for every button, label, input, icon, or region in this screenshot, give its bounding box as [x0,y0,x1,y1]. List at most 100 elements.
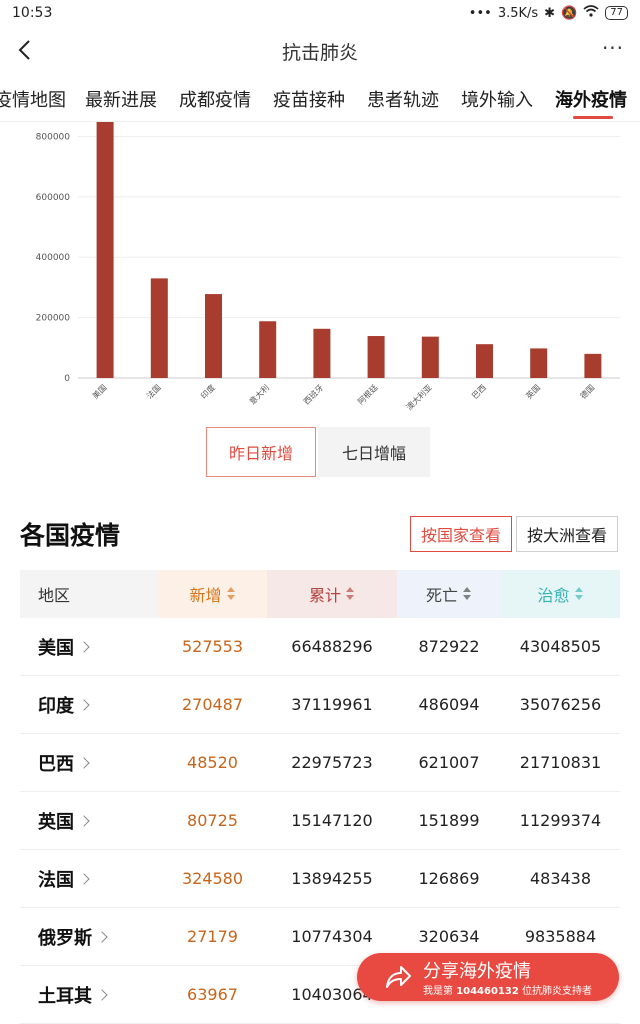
chevron-left-icon [18,40,30,60]
bar[interactable] [96,122,114,378]
row-new: 80725 [187,811,238,830]
wifi-icon [583,5,599,21]
x-tick-label: 阿根廷 [355,382,379,406]
row-death: 872922 [418,637,480,656]
tab-patient-trace[interactable]: 患者轨迹 [367,90,439,111]
header-death[interactable]: 死亡 [397,570,501,618]
dots-icon: ••• [468,5,492,21]
row-death: 621007 [418,753,480,772]
header-total-label: 累计 [308,586,341,605]
header-region-label: 地区 [38,586,71,605]
y-tick-label: 0 [64,374,70,384]
x-tick-label: 法国 [144,382,162,400]
back-button[interactable] [10,36,38,64]
row-new: 48520 [187,753,238,772]
y-tick-label: 600000 [36,193,71,203]
active-tab-indicator [573,116,613,119]
row-death: 320634 [418,927,480,946]
table-row[interactable]: 印度 270487 37119961 486094 35076256 [20,676,620,734]
y-tick-label: 800000 [36,132,71,142]
net-speed: 3.5K/s [497,5,539,21]
view-by-country-button[interactable]: 按国家查看 [410,516,512,552]
row-region: 法国 [20,866,158,892]
more-menu-button[interactable]: ··· [601,36,625,60]
chevron-right-icon [78,814,90,827]
region-name: 俄罗斯 [38,927,92,949]
bar[interactable] [313,328,331,378]
region-name: 巴西 [38,753,74,775]
row-cure: 483438 [529,869,592,888]
seven-day-growth-toggle[interactable]: 七日增幅 [318,427,430,477]
region-name: 法国 [38,869,74,891]
region-name: 土耳其 [38,985,92,1007]
tab-imported[interactable]: 境外输入 [461,90,533,111]
row-total: 22975723 [291,753,373,772]
tab-vaccination[interactable]: 疫苗接种 [273,90,345,111]
row-new: 324580 [181,869,244,888]
row-total: 10403064 [291,985,373,1004]
y-tick-label: 400000 [36,253,71,263]
table-header: 地区 新增 累计 死亡 治愈 [20,570,620,618]
table-row[interactable]: 俄罗斯 27179 10774304 320634 9835884 [20,908,620,966]
row-death: 151899 [418,811,480,830]
header-cure[interactable]: 治愈 [501,570,620,618]
x-tick-label: 意大利 [247,382,271,406]
tab-latest-progress[interactable]: 最新进展 [85,90,157,111]
chevron-right-icon [78,640,90,653]
chevron-right-icon [78,756,90,769]
row-region: 印度 [20,692,158,718]
share-label: 分享海外疫情 [423,961,531,982]
row-death: 126869 [418,869,480,888]
x-tick-label: 德国 [578,382,596,400]
status-bar: 10:53 ••• 3.5K/s ✱ 🔕 77 [0,0,640,28]
region-name: 英国 [38,811,74,833]
sort-icon [226,587,236,601]
bar[interactable] [476,344,493,378]
tab-chengdu[interactable]: 成都疫情 [179,90,251,111]
bar[interactable] [367,336,385,378]
status-icons: ••• 3.5K/s ✱ 🔕 77 [469,5,628,21]
bluetooth-icon: ✱ [544,5,556,21]
header-death-label: 死亡 [425,586,458,605]
row-total: 13894255 [291,869,373,888]
table-row[interactable]: 巴西 48520 22975723 621007 21710831 [20,734,620,792]
row-new: 63967 [187,985,238,1004]
x-tick-label: 巴西 [470,383,488,401]
battery-icon: 77 [605,6,628,20]
bar[interactable] [259,321,277,378]
bar[interactable] [421,336,439,378]
supporter-count: 104460132 [456,986,519,997]
row-death: 486094 [418,695,480,714]
row-region: 土耳其 [20,982,158,1008]
sort-icon [345,587,355,601]
tab-epidemic-map[interactable]: 疫情地图 [0,90,66,111]
chevron-right-icon [78,872,90,885]
table-row[interactable]: 法国 324580 13894255 126869 483438 [20,850,620,908]
row-region: 英国 [20,808,158,834]
bar[interactable] [530,348,548,378]
status-time: 10:53 [12,5,53,21]
supporter-prefix: 我是第 [423,986,453,997]
bar-chart: 0 200000 400000 600000 800000 美国 法国 印度 意大利 西班牙 阿根廷… [0,122,640,422]
table-row[interactable]: 美国 527553 66488296 872922 43048505 [20,618,620,676]
table-row[interactable]: 英国 80725 15147120 151899 11299374 [20,792,620,850]
tab-overseas[interactable]: 海外疫情 [555,90,627,111]
category-tabs: 疫情地图 最新进展 成都疫情 疫苗接种 患者轨迹 境外输入 海外疫情 [0,74,640,122]
bar[interactable] [584,353,602,378]
yesterday-new-toggle[interactable]: 昨日新增 [206,427,316,477]
row-cure: 35076256 [519,695,602,714]
header-new[interactable]: 新增 [158,570,267,618]
x-tick-label: 美国 [90,382,108,400]
bar[interactable] [205,294,222,378]
header-cure-label: 治愈 [537,586,570,605]
bar-chart-svg: 0 200000 400000 600000 800000 美国 法国 印度 意大利 西班牙 阿根廷… [36,122,620,412]
view-by-continent-button[interactable]: 按大洲查看 [516,516,618,552]
page-title: 抗击肺炎 [281,42,358,64]
chevron-right-icon [96,930,108,943]
bar[interactable] [150,278,168,378]
header-region: 地区 [20,570,158,618]
header-total[interactable]: 累计 [267,570,397,618]
section-title: 各国疫情 [20,521,121,550]
share-overseas-button[interactable]: 分享海外疫情 我是第 104460132 位抗肺炎支持者 [357,953,619,1001]
chevron-right-icon [78,698,90,711]
